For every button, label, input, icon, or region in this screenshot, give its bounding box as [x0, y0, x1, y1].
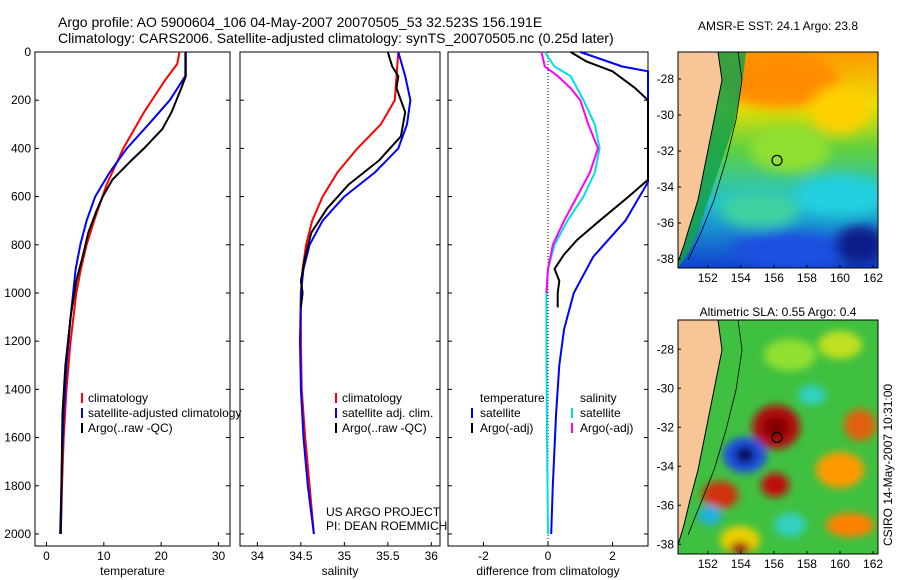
temperature-xlabel: temperature: [100, 564, 165, 578]
sla-map-xtick-label: 162: [863, 557, 883, 571]
credit-annotation: CSIRO 14-May-2007 10:31:00: [881, 384, 895, 546]
difference-xtick-label: 2: [609, 549, 616, 563]
temperature-line-climatology: [59, 51, 181, 535]
sla-map-xtick-label: 154: [731, 557, 751, 571]
sst-map-ytick-label: -28: [657, 72, 675, 86]
salinity-xlabel: salinity: [322, 564, 359, 578]
depth-tick-label: 800: [11, 238, 31, 252]
temperature-xtick-label: 30: [212, 549, 226, 563]
difference-xtick-label: 0: [545, 549, 552, 563]
sst-map-xtick-label: 156: [764, 271, 784, 285]
salinity-axes-box: [239, 51, 441, 547]
sla-map-axes: Altimetric SLA: 0.55 Argo: 0.4 152 154 156 1…: [657, 305, 884, 571]
profile-panel-salinity: 34 34.5 35 35.5 36 salinity: [239, 51, 441, 578]
sst-map-ytick-label: -34: [657, 180, 675, 194]
sst-map-axes: AMSR-E SST: 24.1 Argo: 23.8 152 154 156 158 1…: [657, 19, 884, 285]
sla-map-ytick-label: -30: [657, 381, 675, 395]
difference-line-temperature-argo-adj-: [553, 51, 649, 308]
sla-map-ytick-label: -28: [657, 342, 675, 356]
salinity-xtick-label: 35.5: [376, 549, 400, 563]
difference-series-group: [540, 51, 649, 535]
temperature-xtick-label: 0: [43, 549, 50, 563]
depth-tick-label: 2000: [4, 527, 31, 541]
sla-map-ytick-label: -34: [657, 459, 675, 473]
depth-tick-label: 600: [11, 190, 31, 204]
depth-tick-label: 200: [11, 93, 31, 107]
salinity-series-group: [299, 51, 412, 535]
difference-xtick-label: -2: [478, 549, 489, 563]
legend-label-temperature: climatology: [88, 391, 148, 405]
temperature-line-satellite-adjusted-climatology: [59, 52, 187, 535]
depth-tick-label: 1000: [4, 286, 31, 300]
sst-map-xtick-label: 160: [830, 271, 850, 285]
sst-map-title: AMSR-E SST: 24.1 Argo: 23.8: [698, 19, 858, 33]
pi-annotation: PI: DEAN ROEMMICH: [326, 519, 447, 533]
difference-xlabel: difference from climatology: [476, 564, 619, 578]
sla-map: [677, 319, 879, 555]
sst-map-xtick-label: 154: [731, 271, 751, 285]
sst-map-ytick-label: -38: [657, 252, 675, 266]
depth-tick-label: 1200: [4, 334, 31, 348]
temperature-xtick-label: 20: [154, 549, 168, 563]
sla-map-ytick-label: -32: [657, 420, 675, 434]
salinity-xtick-label: 36: [425, 549, 439, 563]
plot-title-line-1: Argo profile: AO 5900604_106 04-May-2007…: [58, 14, 543, 30]
project-annotation: US ARGO PROJECT: [326, 505, 441, 519]
sst-map-xtick-label: 152: [698, 271, 718, 285]
temperature-axes-box: [34, 51, 231, 547]
depth-tick-label: 1600: [4, 431, 31, 445]
sla-map-xtick-label: 160: [830, 557, 850, 571]
legend-label-difference: satellite: [580, 406, 621, 420]
salinity-line-climatology: [299, 51, 400, 535]
salinity-line-argo-raw-qc-: [299, 51, 407, 308]
legend-label-difference: satellite: [480, 406, 521, 420]
depth-tick-label: 1800: [4, 479, 31, 493]
legend-label-salinity: Argo(..raw -QC): [342, 421, 427, 435]
depth-tick-label: 400: [11, 141, 31, 155]
legend-group-title-temperature: temperature: [480, 391, 545, 405]
legend-label-temperature: satellite-adjusted climatology: [88, 406, 241, 420]
salinity-xtick-label: 35: [338, 549, 352, 563]
legend-group-title-salinity: salinity: [580, 391, 617, 405]
sla-map-xtick-label: 156: [764, 557, 784, 571]
legend-label-salinity: climatology: [342, 391, 402, 405]
difference-line-salinity-argo-adj-: [540, 51, 599, 294]
difference-line-temperature-satellite: [550, 51, 649, 535]
profile-panel-temperature: 0 10 20 30 temperature 0 200 400 600 800 1000 1200 1…: [4, 45, 231, 578]
sst-map-xtick-label: 158: [797, 271, 817, 285]
legend-label-salinity: satellite adj. clim.: [342, 406, 433, 420]
sla-map-ytick-label: -36: [657, 498, 675, 512]
legend-label-temperature: Argo(..raw -QC): [88, 421, 173, 435]
plot-title-line-2: Climatology: CARS2006. Satellite-adjuste…: [58, 30, 614, 46]
sst-map: [677, 51, 879, 269]
sst-map-ytick-label: -30: [657, 108, 675, 122]
difference-line-salinity-satellite: [543, 51, 601, 535]
sla-field: [678, 320, 878, 554]
sst-map-ytick-label: -36: [657, 216, 675, 230]
temperature-series-group: [59, 51, 187, 535]
salinity-xtick-label: 34: [251, 549, 265, 563]
sla-map-xtick-label: 158: [797, 557, 817, 571]
depth-tick-label: 1400: [4, 382, 31, 396]
depth-tick-label: 0: [24, 45, 31, 59]
salinity-xtick-label: 34.5: [289, 549, 313, 563]
sla-map-title: Altimetric SLA: 0.55 Argo: 0.4: [700, 305, 857, 319]
sla-map-ytick-label: -38: [657, 537, 675, 551]
salinity-line-satellite-adj-clim-: [299, 51, 412, 535]
sst-map-xtick-label: 162: [863, 271, 883, 285]
legend-label-difference: Argo(-adj): [580, 421, 633, 435]
sst-map-ytick-label: -32: [657, 144, 675, 158]
sla-map-xtick-label: 152: [698, 557, 718, 571]
legend-label-difference: Argo(-adj): [480, 421, 533, 435]
sst-map-argo-position-marker: [771, 154, 783, 166]
sla-map-argo-position-marker: [771, 431, 783, 443]
sst-field: [678, 52, 878, 268]
temperature-line-argo-raw-qc-: [59, 52, 187, 535]
temperature-xtick-label: 10: [97, 549, 111, 563]
